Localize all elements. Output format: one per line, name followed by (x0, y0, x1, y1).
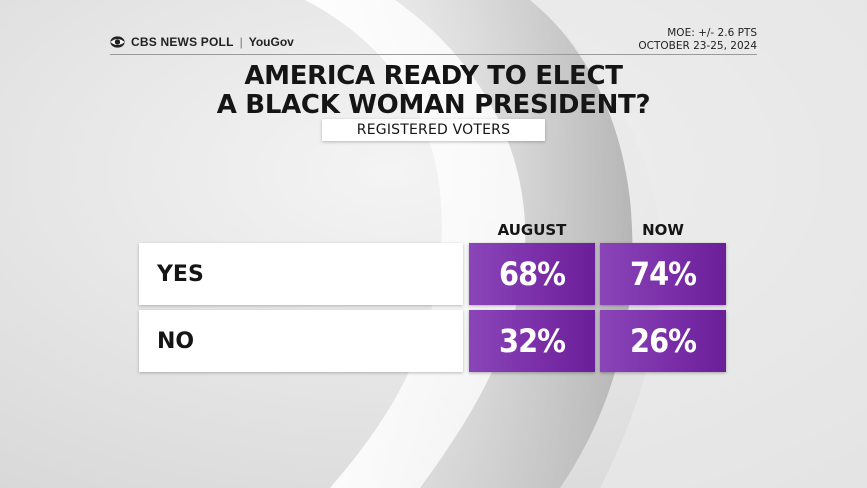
column-header-august: AUGUST (497, 221, 567, 239)
subtitle-label: REGISTERED VOTERS (356, 122, 511, 138)
poll-branding: CBS NEWS POLL | YouGov (110, 34, 294, 50)
margin-of-error: MOE: +/- 2.6 PTS (667, 27, 757, 39)
row-label-yes: YES (139, 243, 463, 305)
cell-no-august: 32% (469, 310, 595, 372)
cell-no-now: 26% (600, 310, 726, 372)
cell-yes-august: 68% (469, 243, 595, 305)
cbs-eye-icon (110, 36, 125, 48)
brand-separator: | (239, 35, 243, 49)
subtitle-badge: REGISTERED VOTERS (322, 119, 545, 141)
brand-label: CBS NEWS POLL (131, 35, 234, 49)
column-header-now: NOW (642, 221, 684, 239)
row-label-no: NO (139, 310, 463, 372)
poll-meta: MOE: +/- 2.6 PTS OCTOBER 23-25, 2024 (638, 27, 757, 53)
poll-dates: OCTOBER 23-25, 2024 (638, 40, 757, 52)
title-line-2: A BLACK WOMAN PRESIDENT? (216, 90, 651, 120)
header-divider (110, 54, 757, 55)
partner-label: YouGov (248, 35, 294, 49)
title-line-1: AMERICA READY TO ELECT (244, 61, 623, 91)
page-title: AMERICA READY TO ELECT A BLACK WOMAN PRE… (0, 62, 867, 120)
cell-yes-now: 74% (600, 243, 726, 305)
